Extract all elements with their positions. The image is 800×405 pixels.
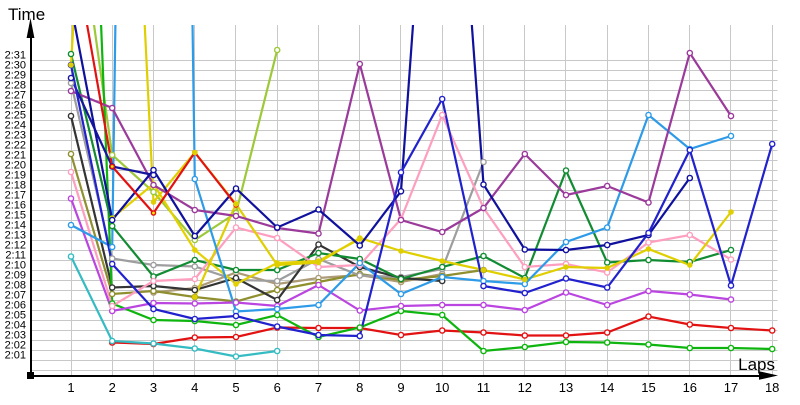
svg-text:2:21: 2:21 — [5, 150, 26, 162]
svg-text:2:02: 2:02 — [5, 340, 26, 352]
svg-text:2:16: 2:16 — [5, 200, 26, 212]
svg-text:2:24: 2:24 — [5, 120, 26, 132]
svg-text:2:19: 2:19 — [5, 170, 26, 182]
svg-text:2:30: 2:30 — [5, 60, 26, 72]
svg-text:11: 11 — [477, 380, 491, 395]
svg-text:2:28: 2:28 — [5, 80, 26, 92]
svg-text:2:27: 2:27 — [5, 90, 26, 102]
svg-text:2:25: 2:25 — [5, 110, 26, 122]
svg-text:14: 14 — [600, 380, 614, 395]
svg-text:12: 12 — [518, 380, 532, 395]
svg-text:16: 16 — [683, 380, 697, 395]
svg-text:2:06: 2:06 — [5, 300, 26, 312]
svg-text:2:11: 2:11 — [5, 250, 26, 262]
svg-text:2:09: 2:09 — [5, 270, 26, 282]
svg-text:8: 8 — [356, 380, 363, 395]
svg-text:2:03: 2:03 — [5, 330, 26, 342]
svg-text:2:31: 2:31 — [5, 50, 26, 62]
svg-text:7: 7 — [315, 380, 322, 395]
svg-text:4: 4 — [191, 380, 198, 395]
svg-text:2:15: 2:15 — [5, 210, 26, 222]
svg-text:3: 3 — [150, 380, 157, 395]
svg-text:15: 15 — [641, 380, 655, 395]
svg-text:2:14: 2:14 — [5, 220, 26, 232]
svg-text:2:05: 2:05 — [5, 310, 26, 322]
svg-text:2:29: 2:29 — [5, 70, 26, 82]
svg-text:2:23: 2:23 — [5, 130, 26, 142]
svg-text:Laps: Laps — [738, 355, 775, 374]
svg-text:2:13: 2:13 — [5, 230, 26, 242]
svg-text:2:10: 2:10 — [5, 260, 26, 272]
svg-text:2: 2 — [109, 380, 116, 395]
svg-text:1: 1 — [67, 380, 74, 395]
svg-text:13: 13 — [559, 380, 573, 395]
svg-text:17: 17 — [724, 380, 738, 395]
svg-text:5: 5 — [232, 380, 239, 395]
svg-text:2:17: 2:17 — [5, 190, 26, 202]
svg-text:10: 10 — [435, 380, 449, 395]
svg-text:2:01: 2:01 — [5, 350, 26, 362]
svg-text:2:18: 2:18 — [5, 180, 26, 192]
svg-text:2:12: 2:12 — [5, 240, 26, 252]
svg-text:6: 6 — [274, 380, 281, 395]
svg-text:Time: Time — [8, 5, 45, 24]
svg-text:9: 9 — [397, 380, 404, 395]
svg-text:2:26: 2:26 — [5, 100, 26, 112]
svg-text:2:20: 2:20 — [5, 160, 26, 172]
svg-text:2:08: 2:08 — [5, 280, 26, 292]
svg-text:2:22: 2:22 — [5, 140, 26, 152]
svg-text:18: 18 — [765, 380, 779, 395]
svg-text:2:04: 2:04 — [5, 320, 26, 332]
svg-text:2:07: 2:07 — [5, 290, 26, 302]
